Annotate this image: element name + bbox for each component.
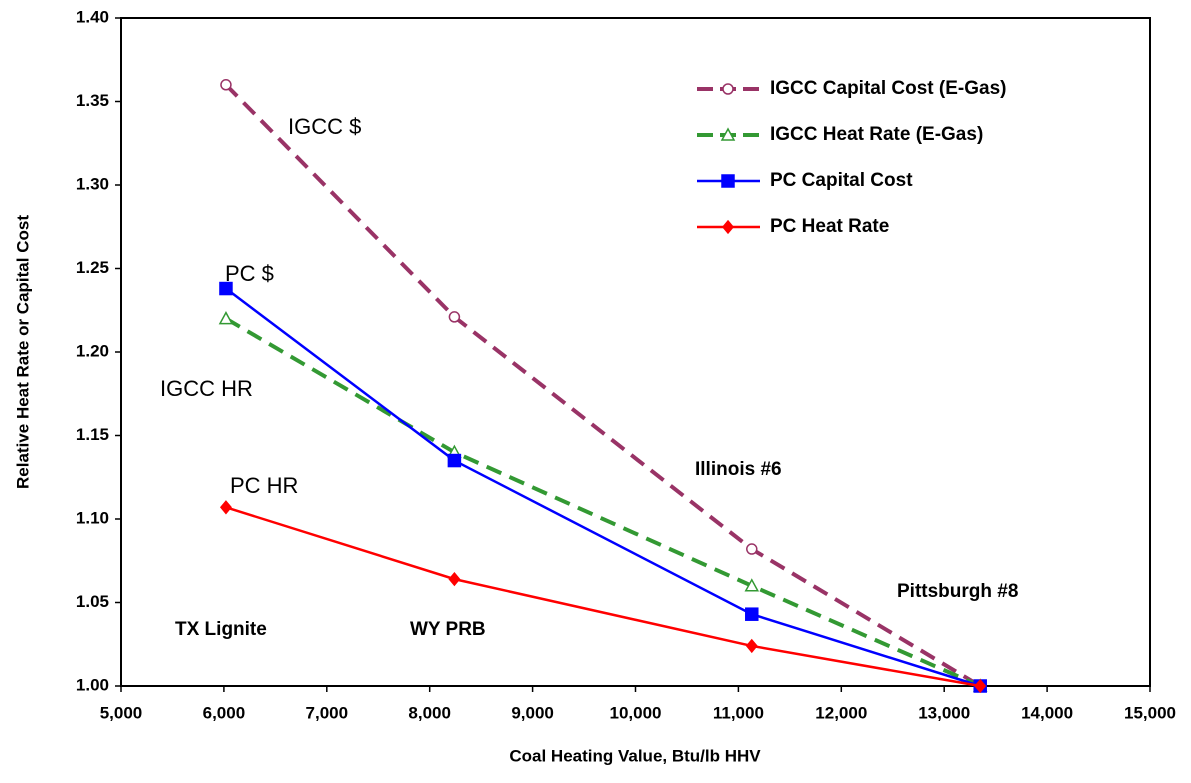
series-line <box>225 287 981 688</box>
marker <box>447 453 462 468</box>
legend-label: PC Capital Cost <box>770 170 913 191</box>
y-tick-label: 1.00 <box>76 675 109 694</box>
x-tick-label: 11,000 <box>713 703 764 722</box>
x-tick-label: 12,000 <box>815 703 867 722</box>
annotation: IGCC HR <box>160 376 253 401</box>
y-tick-label: 1.20 <box>76 341 109 360</box>
x-tick-label: 5,000 <box>100 703 143 722</box>
annotation: Pittsburgh #8 <box>897 581 1018 602</box>
annotation: IGCC $ <box>288 114 361 139</box>
marker <box>745 607 759 621</box>
marker <box>218 311 234 325</box>
legend-marker <box>720 127 736 141</box>
legend-marker <box>722 219 734 235</box>
series-line <box>224 316 982 688</box>
annotation: WY PRB <box>410 619 486 640</box>
marker <box>448 571 461 587</box>
annotation: Illinois #6 <box>695 459 782 480</box>
series-line <box>224 83 982 688</box>
legend-label: PC Heat Rate <box>770 216 889 237</box>
y-tick-label: 1.10 <box>76 508 109 527</box>
annotation: TX Lignite <box>175 619 267 640</box>
x-tick-label: 14,000 <box>1021 703 1073 722</box>
y-tick-label: 1.35 <box>76 91 109 110</box>
plot-frame <box>120 17 1151 687</box>
annotation: PC HR <box>230 473 298 498</box>
legend-marker <box>722 83 734 95</box>
marker <box>746 543 758 555</box>
marker <box>220 79 232 91</box>
annotation: PC $ <box>225 261 274 286</box>
series-line <box>225 506 981 688</box>
x-tick-label: 15,000 <box>1124 703 1176 722</box>
marker <box>974 678 987 694</box>
x-tick-label: 6,000 <box>203 703 246 722</box>
legend-label: IGCC Heat Rate (E-Gas) <box>770 124 983 145</box>
x-tick-label: 8,000 <box>408 703 451 722</box>
y-axis-label: Relative Heat Rate or Capital Cost <box>13 215 32 489</box>
legend-marker <box>721 174 735 188</box>
y-tick-label: 1.05 <box>76 592 109 611</box>
x-axis-label: Coal Heating Value, Btu/lb HHV <box>509 746 761 765</box>
legend-label: IGCC Capital Cost (E-Gas) <box>770 78 1006 99</box>
y-tick-label: 1.25 <box>76 258 109 277</box>
y-tick-label: 1.40 <box>76 7 109 26</box>
marker <box>219 500 232 515</box>
x-tick-label: 9,000 <box>511 703 554 722</box>
x-tick-label: 13,000 <box>918 703 970 722</box>
marker <box>219 281 233 296</box>
y-tick-label: 1.30 <box>76 174 109 193</box>
marker <box>744 578 760 592</box>
y-tick-label: 1.15 <box>76 425 109 444</box>
marker <box>448 311 461 323</box>
x-tick-label: 10,000 <box>610 703 662 722</box>
marker <box>745 638 758 654</box>
x-tick-label: 7,000 <box>306 703 349 722</box>
